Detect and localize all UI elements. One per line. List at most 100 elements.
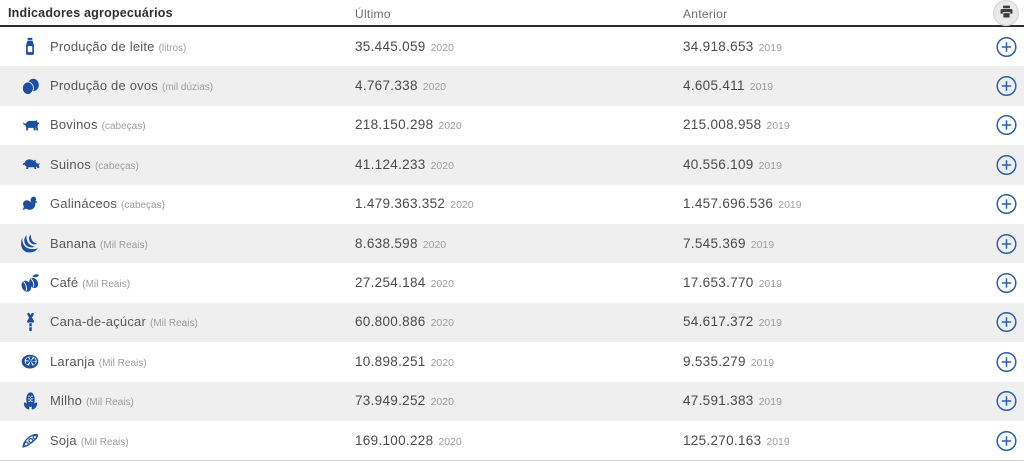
expand-row-button[interactable]	[996, 430, 1017, 451]
column-header-anterior: Anterior	[683, 7, 728, 21]
anterior-year: 2019	[758, 159, 782, 172]
indicator-label: Produção de ovos	[50, 78, 158, 94]
anterior-cell: 54.617.372 2019	[683, 313, 782, 331]
indicator-label: Café	[50, 275, 79, 291]
expand-row-button[interactable]	[996, 233, 1017, 254]
anterior-cell: 1.457.696.536 2019	[683, 195, 802, 213]
indicator-label: Galináceos	[50, 196, 118, 212]
print-button[interactable]	[993, 0, 1019, 26]
plus-icon	[996, 312, 1017, 333]
anterior-year: 2019	[766, 120, 790, 133]
ultimo-year: 2020	[422, 238, 447, 251]
anterior-cell: 4.605.411 2019	[683, 77, 773, 95]
anterior-value: 54.617.372	[683, 314, 754, 330]
indicator-name-cell: Produção de ovos (mil dúzias)	[50, 77, 213, 95]
ultimo-value: 41.124.233	[355, 156, 426, 172]
ultimo-value: 73.949.252	[355, 393, 426, 409]
ultimo-cell: 8.638.598 2020	[355, 235, 446, 253]
ultimo-year: 2020	[422, 81, 447, 94]
anterior-year: 2019	[749, 81, 774, 94]
indicator-unit: (Mil Reais)	[100, 239, 148, 251]
expand-row-button[interactable]	[996, 194, 1017, 215]
ultimo-cell: 4.767.338 2020	[355, 77, 446, 95]
ultimo-cell: 10.898.251 2020	[355, 353, 454, 371]
ultimo-value: 8.638.598	[355, 235, 418, 251]
table-row: Milho (Mil Reais) 73.949.252 2020 47.591.383…	[0, 381, 1024, 421]
anterior-value: 34.918.653	[683, 38, 754, 54]
table-row: Bovinos (cabeças) 218.150.298 2020 215.008.9…	[0, 105, 1024, 146]
indicator-name-cell: Galináceos (cabeças)	[50, 195, 165, 213]
expand-row-button[interactable]	[996, 312, 1017, 333]
anterior-cell: 17.653.770 2019	[683, 274, 782, 292]
banana-icon	[17, 231, 43, 257]
anterior-cell: 7.545.369 2019	[683, 235, 774, 253]
indicator-label: Produção de leite	[50, 38, 155, 54]
table-title: Indicadores agropecuários	[8, 6, 173, 20]
ultimo-cell: 169.100.228 2020	[355, 432, 462, 450]
indicator-unit: (Mil Reais)	[86, 397, 134, 409]
table-row: Banana (Mil Reais) 8.638.598 2020 7.545.369 2…	[0, 223, 1024, 264]
indicator-label: Cana-de-açúcar	[50, 314, 147, 330]
anterior-year: 2019	[758, 278, 782, 291]
ultimo-value: 35.445.059	[355, 38, 426, 54]
indicator-name-cell: Soja (Mil Reais)	[50, 432, 129, 450]
indicator-name-cell: Café (Mil Reais)	[50, 274, 130, 292]
expand-row-button[interactable]	[996, 115, 1017, 136]
anterior-value: 125.270.163	[683, 432, 762, 448]
indicator-label: Suinos	[50, 156, 91, 172]
expand-row-button[interactable]	[996, 391, 1017, 412]
indicator-unit: (litros)	[158, 42, 187, 54]
indicator-unit: (mil dúzias)	[162, 82, 214, 94]
table-row: Produção de leite (litros) 35.445.059 2020 3…	[0, 27, 1024, 67]
ultimo-year: 2020	[430, 278, 454, 291]
chicken-icon	[17, 191, 43, 217]
expand-row-button[interactable]	[996, 76, 1017, 97]
anterior-cell: 47.591.383 2019	[683, 392, 782, 410]
indicator-label: Bovinos	[50, 117, 98, 133]
table-header: Indicadores agropecuários Último Anterio…	[0, 0, 1024, 27]
anterior-value: 47.591.383	[683, 393, 754, 409]
indicator-label: Milho	[50, 393, 83, 409]
indicator-name-cell: Suinos (cabeças)	[50, 156, 139, 174]
anterior-year: 2019	[750, 238, 775, 251]
indicator-unit: (Mil Reais)	[80, 436, 129, 448]
expand-row-button[interactable]	[996, 272, 1017, 294]
indicator-unit: (Mil Reais)	[82, 279, 131, 291]
anterior-cell: 34.918.653 2019	[683, 38, 782, 56]
indicator-name-cell: Cana-de-açúcar (Mil Reais)	[50, 313, 198, 331]
ultimo-year: 2020	[430, 356, 454, 369]
table-row: Galináceos (cabeças) 1.479.363.352 2020 1.45…	[0, 184, 1024, 224]
table-row: Produção de ovos (mil dúzias) 4.767.338 202…	[0, 66, 1024, 106]
ultimo-value: 1.479.363.352	[355, 196, 446, 212]
soy-icon	[17, 428, 43, 454]
column-header-ultimo: Último	[355, 7, 391, 21]
expand-row-button[interactable]	[996, 351, 1017, 372]
indicator-label: Soja	[50, 432, 77, 448]
plus-icon	[996, 430, 1017, 451]
ultimo-value: 169.100.228	[355, 432, 434, 448]
ultimo-cell: 60.800.886 2020	[355, 313, 454, 331]
indicator-name-cell: Produção de leite (litros)	[50, 38, 186, 56]
ultimo-year: 2020	[430, 317, 454, 330]
indicator-label: Laranja	[50, 353, 95, 369]
anterior-cell: 9.535.279 2019	[683, 353, 774, 371]
milk-bottle-icon	[17, 34, 43, 60]
anterior-year: 2019	[758, 41, 782, 54]
ultimo-value: 218.150.298	[355, 117, 434, 133]
sugarcane-icon	[17, 309, 43, 335]
anterior-cell: 125.270.163 2019	[683, 432, 790, 450]
anterior-year: 2019	[766, 435, 790, 448]
eggs-icon	[17, 73, 43, 99]
anterior-value: 1.457.696.536	[683, 196, 774, 212]
ultimo-cell: 41.124.233 2020	[355, 156, 454, 174]
indicator-name-cell: Bovinos (cabeças)	[50, 116, 146, 134]
table-row: Suinos (cabeças) 41.124.233 2020 40.556.109 2…	[0, 145, 1024, 185]
expand-row-button[interactable]	[996, 154, 1017, 175]
expand-row-button[interactable]	[996, 36, 1017, 57]
anterior-value: 17.653.770	[683, 275, 754, 291]
anterior-value: 7.545.369	[683, 235, 746, 251]
indicator-name-cell: Milho (Mil Reais)	[50, 392, 134, 410]
anterior-value: 4.605.411	[683, 78, 745, 94]
anterior-value: 40.556.109	[683, 156, 754, 172]
